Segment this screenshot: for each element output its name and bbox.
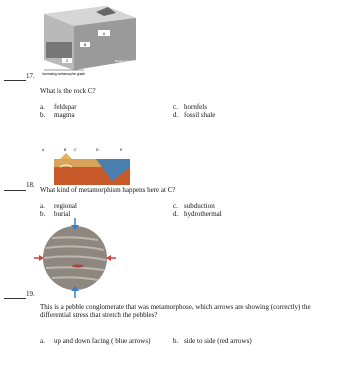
answer-blank — [4, 190, 26, 191]
question-prompt: What is the rock C? — [40, 87, 96, 95]
option-letter: b. — [40, 210, 46, 218]
figure-label: A — [42, 148, 45, 152]
figure-label: E — [120, 148, 123, 152]
figure-label: B — [84, 43, 87, 47]
option-text: feldspar — [54, 103, 77, 111]
option-text: burial — [54, 210, 71, 218]
answer-blank — [4, 80, 26, 81]
option-letter: b. — [173, 337, 179, 345]
option-text: side to side (red arrows) — [184, 337, 252, 345]
figure-label: Increasing metamorphic grade — [42, 72, 85, 76]
option-text: fossil shale — [184, 111, 216, 119]
option-text: up and down facing ( blue arrows) — [54, 337, 151, 345]
option-letter: b. — [40, 111, 46, 119]
option-text: magma — [54, 111, 75, 119]
option-letter: a. — [40, 337, 45, 345]
figure-label: B — [64, 148, 67, 152]
question-number: 18. — [26, 181, 35, 189]
figure-conglomerate — [34, 218, 116, 298]
option-text: hornfels — [184, 103, 207, 111]
answer-blank — [4, 298, 26, 299]
option-text: subduction — [184, 202, 215, 210]
question-prompt: This is a pebble conglomerate that was m… — [40, 303, 311, 319]
figure-label: D — [96, 148, 99, 152]
option-letter: a. — [40, 103, 45, 111]
option-text: regional — [54, 202, 77, 210]
option-letter: a. — [40, 202, 45, 210]
option-letter: d. — [173, 210, 179, 218]
option-letter: d. — [173, 111, 179, 119]
figure-plate-diagram: A B C D E — [42, 148, 130, 185]
figure-label: C — [66, 59, 69, 63]
option-letter: c. — [173, 103, 178, 111]
question-number: 17. — [26, 72, 35, 80]
question-number: 19. — [26, 290, 35, 298]
figure-label: A — [103, 32, 106, 36]
question-prompt: What kind of metamorphism happens here a… — [40, 186, 176, 194]
option-text: hydrothermal — [184, 210, 222, 218]
figure-label: Magma chamber — [115, 59, 138, 63]
option-letter: c. — [173, 202, 178, 210]
figure-label: C — [74, 148, 77, 152]
figure-block-diagram: A B C Magma chamber Increasing metamorph… — [42, 6, 138, 76]
